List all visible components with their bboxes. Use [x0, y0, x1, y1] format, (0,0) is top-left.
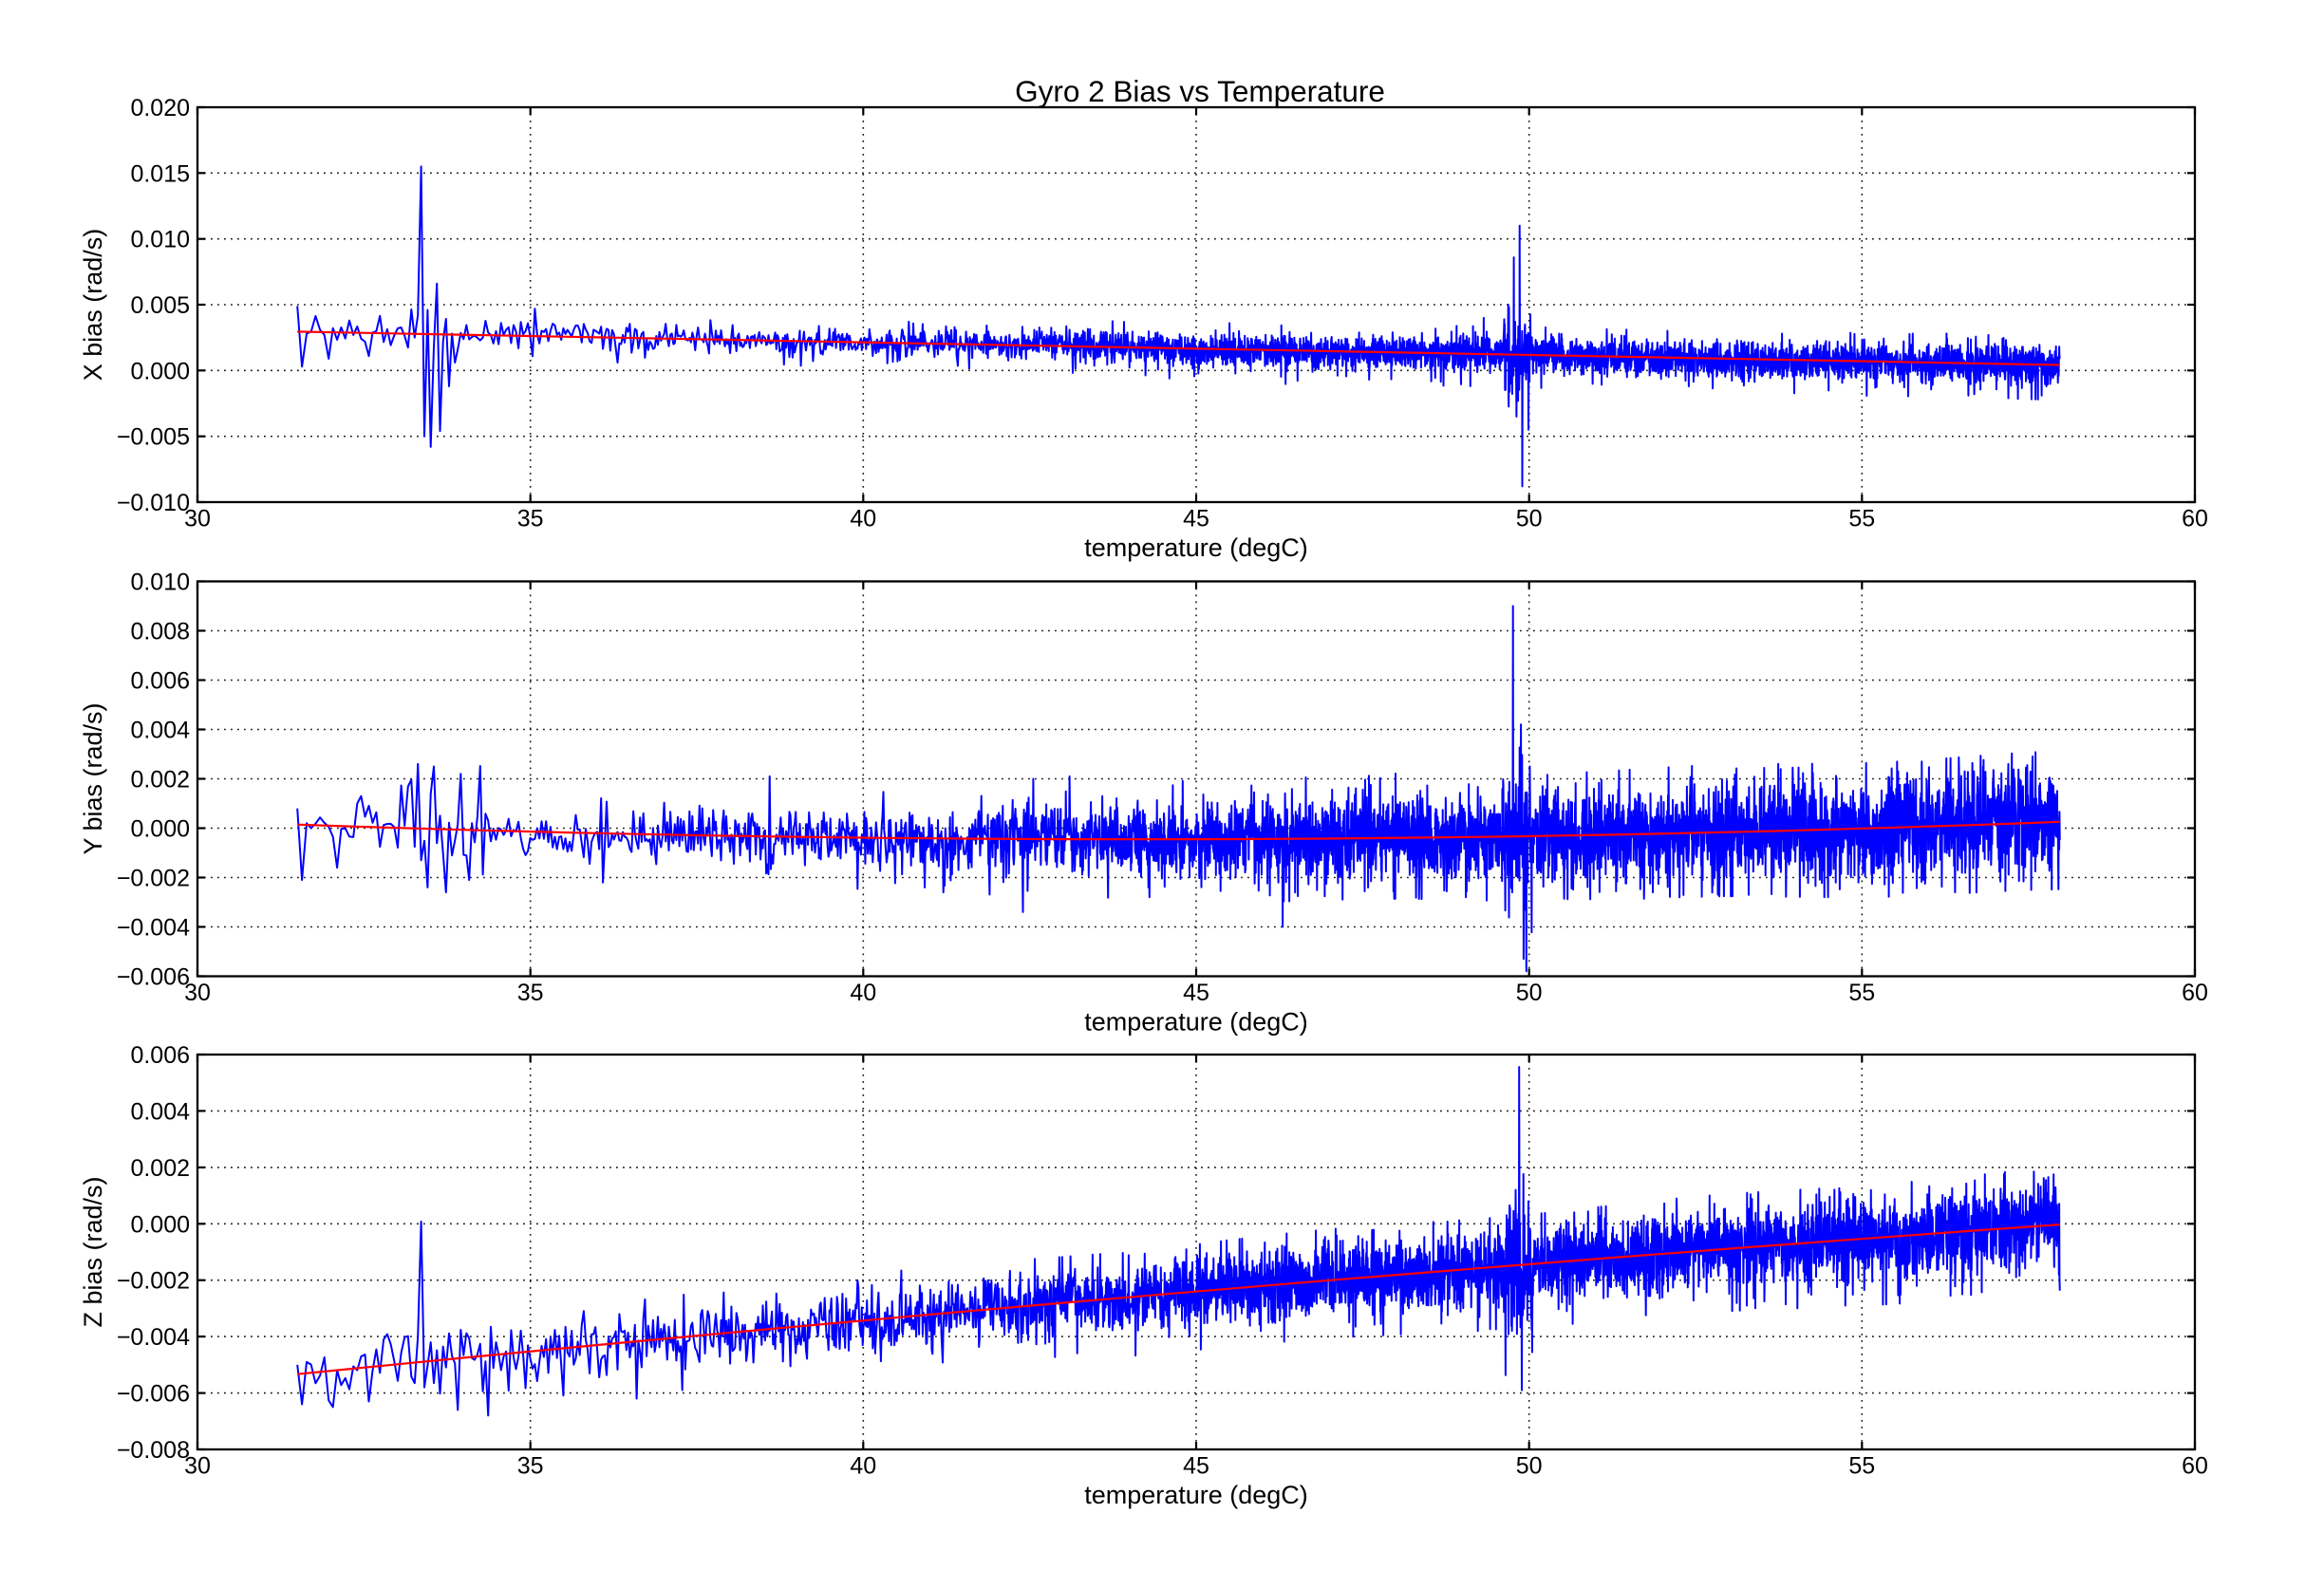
svg-text:0.000: 0.000 — [130, 358, 190, 384]
svg-text:0.006: 0.006 — [130, 1042, 190, 1069]
svg-text:55: 55 — [1848, 1453, 1875, 1480]
svg-text:60: 60 — [2182, 980, 2208, 1006]
svg-text:60: 60 — [2182, 1453, 2208, 1480]
svg-text:Y bias (rad/s): Y bias (rad/s) — [79, 702, 107, 854]
svg-text:−0.002: −0.002 — [117, 1268, 190, 1295]
svg-text:Z bias (rad/s): Z bias (rad/s) — [79, 1176, 107, 1327]
svg-text:50: 50 — [1516, 506, 1543, 532]
svg-text:temperature (degC): temperature (degC) — [1084, 1481, 1308, 1509]
svg-text:50: 50 — [1516, 980, 1543, 1006]
svg-text:−0.006: −0.006 — [117, 1381, 190, 1408]
svg-text:30: 30 — [184, 1453, 211, 1480]
svg-text:0.004: 0.004 — [130, 1098, 190, 1125]
svg-text:0.000: 0.000 — [130, 816, 190, 843]
svg-text:0.004: 0.004 — [130, 718, 190, 744]
svg-text:35: 35 — [517, 506, 544, 532]
svg-text:0.006: 0.006 — [130, 668, 190, 695]
svg-text:0.020: 0.020 — [130, 95, 190, 121]
svg-text:−0.004: −0.004 — [117, 1324, 190, 1351]
svg-text:−0.010: −0.010 — [117, 490, 190, 516]
svg-text:0.008: 0.008 — [130, 619, 190, 645]
svg-text:0.005: 0.005 — [130, 292, 190, 319]
svg-text:55: 55 — [1848, 506, 1875, 532]
svg-text:−0.008: −0.008 — [117, 1437, 190, 1464]
svg-text:0.002: 0.002 — [130, 1155, 190, 1182]
svg-text:Gyro 2 Bias vs Temperature: Gyro 2 Bias vs Temperature — [1015, 74, 1385, 108]
svg-text:40: 40 — [850, 980, 876, 1006]
svg-text:−0.006: −0.006 — [117, 964, 190, 991]
svg-text:45: 45 — [1183, 980, 1209, 1006]
svg-text:60: 60 — [2182, 506, 2208, 532]
svg-text:0.000: 0.000 — [130, 1211, 190, 1238]
svg-text:45: 45 — [1183, 506, 1209, 532]
svg-text:40: 40 — [850, 506, 876, 532]
svg-text:0.010: 0.010 — [130, 227, 190, 253]
svg-text:−0.005: −0.005 — [117, 424, 190, 451]
svg-text:0.010: 0.010 — [130, 570, 190, 596]
svg-text:0.015: 0.015 — [130, 160, 190, 187]
svg-text:0.002: 0.002 — [130, 767, 190, 794]
svg-text:temperature (degC): temperature (degC) — [1084, 533, 1308, 562]
svg-text:40: 40 — [850, 1453, 876, 1480]
svg-text:30: 30 — [184, 980, 211, 1006]
svg-text:temperature (degC): temperature (degC) — [1084, 1008, 1308, 1037]
svg-text:X bias (rad/s): X bias (rad/s) — [79, 229, 107, 382]
svg-text:30: 30 — [184, 506, 211, 532]
svg-text:45: 45 — [1183, 1453, 1209, 1480]
svg-text:55: 55 — [1848, 980, 1875, 1006]
svg-text:50: 50 — [1516, 1453, 1543, 1480]
svg-text:35: 35 — [517, 980, 544, 1006]
svg-text:35: 35 — [517, 1453, 544, 1480]
svg-text:−0.002: −0.002 — [117, 866, 190, 892]
svg-text:−0.004: −0.004 — [117, 915, 190, 942]
